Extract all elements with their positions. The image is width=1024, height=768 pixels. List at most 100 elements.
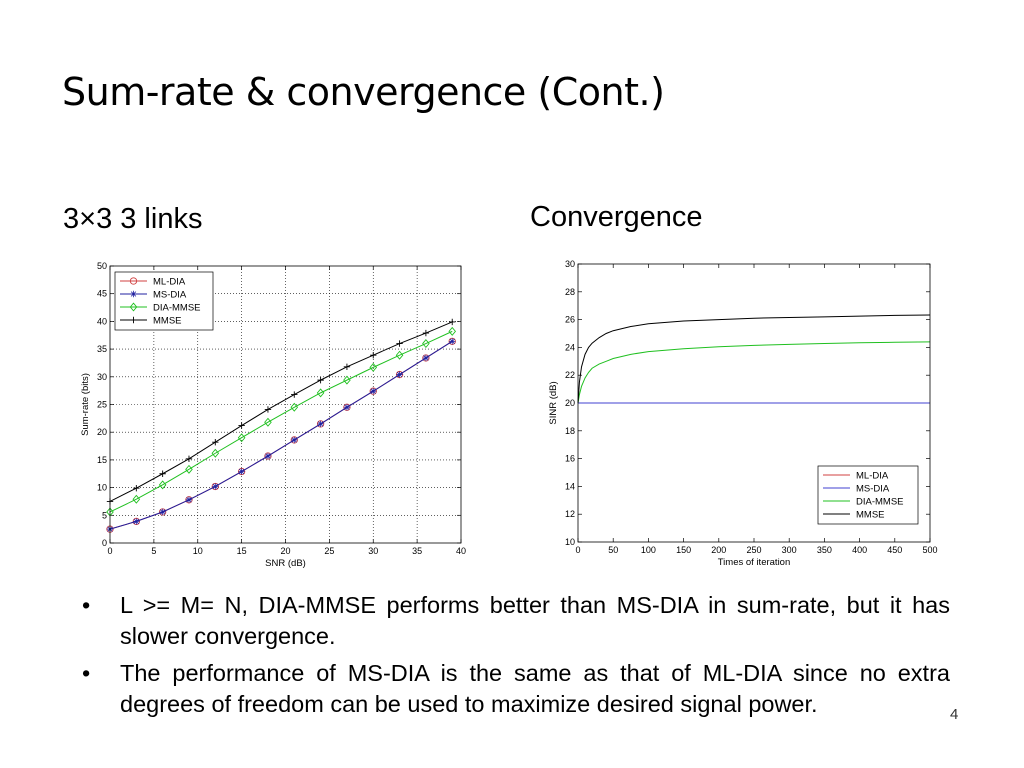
y-tick-label: 22 <box>565 370 575 380</box>
data-point <box>212 438 219 446</box>
data-point <box>158 480 167 490</box>
right-chart-heading: Convergence <box>530 201 703 233</box>
y-axis-label: Sum-rate (bits) <box>80 373 91 436</box>
data-point <box>317 376 324 384</box>
data-point <box>133 484 140 492</box>
data-point <box>264 452 272 460</box>
x-axis-label: SNR (dB) <box>265 558 306 569</box>
legend-label: ML-DIA <box>153 277 186 288</box>
data-point <box>264 406 272 413</box>
y-tick-label: 20 <box>565 398 575 408</box>
legend-label: DIA-MMSE <box>856 497 904 508</box>
x-tick-label: 15 <box>237 546 247 556</box>
x-tick-label: 10 <box>193 546 203 556</box>
x-tick-label: 50 <box>608 545 618 555</box>
x-tick-label: 500 <box>922 545 937 555</box>
data-point <box>396 371 403 378</box>
x-tick-label: 0 <box>107 546 112 556</box>
data-point <box>129 277 138 285</box>
y-tick-label: 12 <box>565 509 575 519</box>
data-point <box>129 302 138 312</box>
x-tick-label: 35 <box>412 546 422 556</box>
data-point <box>185 496 193 503</box>
data-point <box>238 468 245 475</box>
x-tick-label: 400 <box>852 545 867 555</box>
x-axis-label: Times of iteration <box>718 557 791 568</box>
data-point <box>316 388 325 398</box>
data-point <box>237 433 246 443</box>
data-point <box>369 362 378 372</box>
y-tick-label: 45 <box>97 289 107 299</box>
data-point <box>448 326 457 336</box>
y-tick-label: 35 <box>97 344 107 354</box>
y-tick-label: 28 <box>565 287 575 297</box>
y-tick-label: 14 <box>565 481 575 491</box>
y-tick-label: 30 <box>97 372 107 382</box>
x-tick-label: 20 <box>280 546 290 556</box>
data-point <box>159 470 166 477</box>
data-point <box>159 508 166 516</box>
data-point <box>370 351 377 359</box>
data-point <box>264 417 272 427</box>
data-point <box>291 436 298 444</box>
x-tick-label: 30 <box>368 546 378 556</box>
slide-title: Sum-rate & convergence (Cont.) <box>62 70 665 114</box>
series-line <box>109 340 453 530</box>
bullet-text: L >= M= N, DIA-MMSE performs better than… <box>120 592 950 649</box>
x-tick-label: 25 <box>324 546 334 556</box>
data-point <box>449 338 456 345</box>
legend-label: DIA-MMSE <box>153 303 201 314</box>
plot-frame <box>109 265 462 544</box>
page-number: 4 <box>950 706 959 723</box>
x-tick-label: 450 <box>887 545 902 555</box>
data-point <box>449 318 456 326</box>
sum-rate-chart: 0 5 10 15 20 25 30 35 40 0 5 10 15 20 25 30 35 40 45 50 SNR … <box>80 261 466 569</box>
y-tick-label: 24 <box>565 342 575 352</box>
bullet-item: • The performance of MS-DIA is the same … <box>82 658 950 720</box>
x-tick-label: 5 <box>151 546 156 556</box>
legend-label: ML-DIA <box>856 471 889 482</box>
data-point <box>185 464 193 474</box>
x-tick-label: 100 <box>641 545 656 555</box>
series-line <box>109 321 453 502</box>
legend-label: MMSE <box>153 316 182 327</box>
data-point <box>185 455 193 462</box>
data-point <box>290 402 299 412</box>
y-tick-label: 10 <box>565 537 575 547</box>
x-tick-label: 300 <box>782 545 797 555</box>
data-point <box>130 290 137 298</box>
y-axis-label: SINR (dB) <box>548 381 559 424</box>
data-point <box>422 329 430 337</box>
x-tick-label: 250 <box>746 545 761 555</box>
data-point <box>422 339 430 349</box>
x-tick-label: 350 <box>817 545 832 555</box>
y-tick-label: 0 <box>102 538 107 548</box>
left-chart-heading: 3×3 3 links <box>63 203 203 235</box>
data-point <box>396 340 403 347</box>
data-point <box>133 518 140 525</box>
data-point <box>317 420 324 428</box>
legend-label: MMSE <box>856 510 885 521</box>
bullet-text: The performance of MS-DIA is the same as… <box>120 660 950 717</box>
data-point <box>343 404 351 411</box>
data-point <box>130 316 137 324</box>
data-point <box>343 363 351 371</box>
x-tick-label: 40 <box>456 546 466 556</box>
y-tick-label: 50 <box>97 261 107 271</box>
y-tick-label: 30 <box>565 259 575 269</box>
legend-label: MS-DIA <box>153 290 187 301</box>
y-tick-label: 25 <box>97 400 107 410</box>
data-point <box>343 375 351 385</box>
y-tick-label: 16 <box>565 454 575 464</box>
data-point <box>132 494 141 504</box>
series-line <box>577 341 931 404</box>
data-point <box>238 422 245 429</box>
x-tick-label: 150 <box>676 545 691 555</box>
y-tick-label: 5 <box>102 510 107 520</box>
y-tick-label: 20 <box>97 427 107 437</box>
data-point <box>212 483 219 490</box>
data-point <box>422 354 430 362</box>
y-tick-label: 18 <box>565 426 575 436</box>
data-point <box>211 448 220 458</box>
plot-frame <box>577 263 931 543</box>
